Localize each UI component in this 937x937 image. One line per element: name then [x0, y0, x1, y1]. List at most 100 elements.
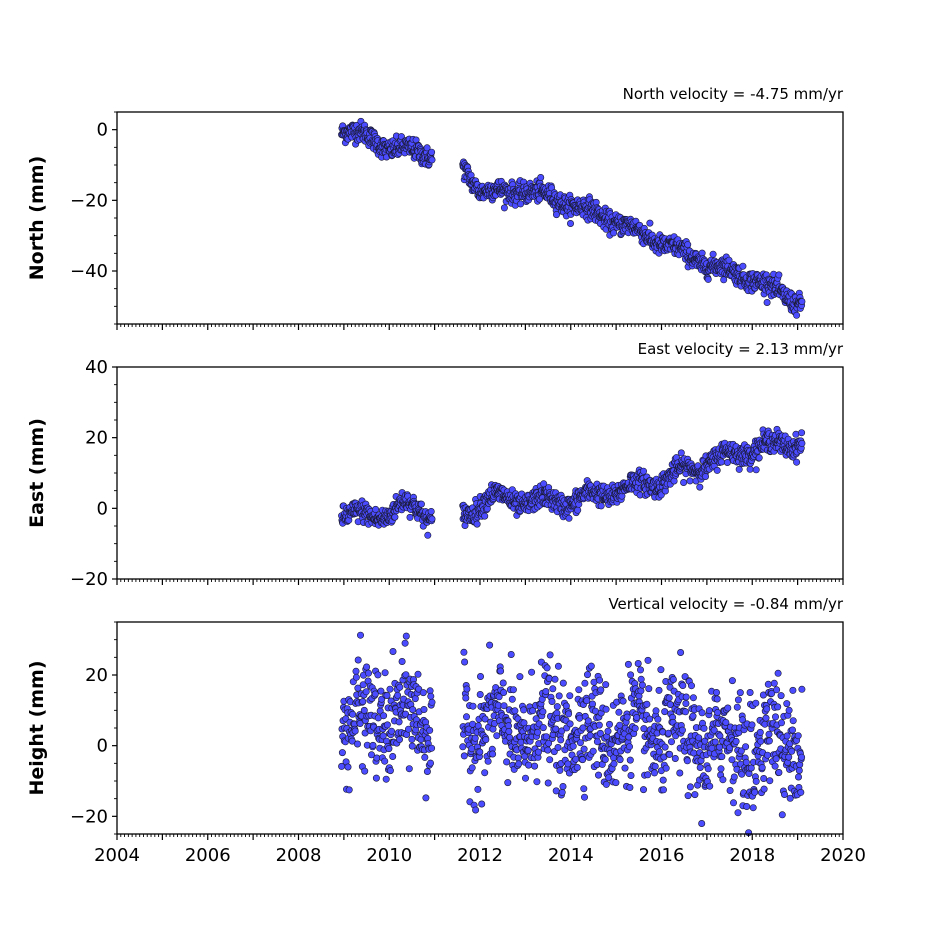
height-data-point [542, 733, 550, 741]
east-data-point [680, 478, 688, 486]
height-data-point [763, 751, 771, 759]
height-data-point [559, 782, 567, 790]
height-data-point [605, 720, 613, 728]
height-data-point [789, 717, 797, 725]
north-y-ticks: 0 −20 −40 [70, 111, 117, 325]
height-data-point [484, 757, 492, 765]
height-data-point [770, 679, 778, 687]
height-data-point [643, 700, 651, 708]
height-data-point [401, 639, 409, 647]
north-plot-frame [116, 111, 844, 325]
height-data-point [546, 756, 554, 764]
height-data-point [798, 753, 806, 761]
height-data-point [381, 669, 389, 677]
height-data-point [763, 705, 771, 713]
height-x-tick-label: 2020 [820, 845, 866, 866]
height-data-point [468, 764, 476, 772]
north-data-point [684, 241, 692, 249]
height-data-point [794, 732, 802, 740]
height-y-tick-label: 20 [85, 665, 108, 686]
height-data-point [517, 738, 525, 746]
height-data-point [602, 705, 610, 713]
north-panel: 0 −20 −40 North velocity = -4.75 mm/yr Nor… [26, 85, 844, 330]
height-x-tick-label: 2004 [94, 845, 140, 866]
north-data-point [500, 204, 508, 212]
north-data-point [566, 220, 574, 228]
height-data-point [596, 676, 604, 684]
height-data-point [408, 735, 416, 743]
height-data-point [575, 686, 583, 694]
height-data-point [405, 765, 413, 773]
height-data-point [730, 773, 738, 781]
east-data-point [713, 466, 721, 474]
height-panel: 200−20 2004 2006 2008 2010 2012 2014 2016 2018 2… [26, 595, 866, 866]
height-data-point [520, 706, 528, 714]
height-data-point [625, 743, 633, 751]
height-data-point [637, 675, 645, 683]
height-data-point [637, 687, 645, 695]
height-data-point [798, 685, 806, 693]
east-data-point [473, 520, 481, 528]
height-data-point [752, 777, 760, 785]
height-x-tick-label: 2008 [276, 845, 322, 866]
north-data-point [698, 249, 706, 257]
height-data-point [789, 686, 797, 694]
height-data-point [646, 715, 654, 723]
height-data-point [380, 712, 388, 720]
east-data-point [597, 502, 605, 510]
east-data-point [717, 458, 725, 466]
height-data-point [655, 748, 663, 756]
height-data-point [469, 702, 477, 710]
height-data-point [539, 708, 547, 716]
east-y-tick-label: 40 [85, 357, 108, 378]
height-data-point [389, 752, 397, 760]
height-data-point [587, 662, 595, 670]
height-data-point [422, 794, 430, 802]
height-data-point [683, 757, 691, 765]
height-data-point [524, 746, 532, 754]
height-data-point [476, 672, 484, 680]
north-velocity-title: North velocity = -4.75 mm/yr [623, 85, 844, 103]
height-data-point [595, 721, 603, 729]
height-data-point [765, 737, 773, 745]
height-data-point [757, 737, 765, 745]
height-data-point [667, 738, 675, 746]
height-data-point [542, 687, 550, 695]
height-data-point [650, 769, 658, 777]
height-data-point [504, 779, 512, 787]
height-x-tick-label: 2006 [185, 845, 231, 866]
height-data-point [652, 707, 660, 715]
height-data-point [423, 767, 431, 775]
height-data-point [546, 651, 554, 659]
height-data-point [610, 760, 618, 768]
height-data-point [654, 715, 662, 723]
height-data-point [760, 785, 768, 793]
height-data-point [638, 681, 646, 689]
height-data-point [387, 727, 395, 735]
height-data-point [420, 705, 428, 713]
height-data-point [583, 671, 591, 679]
height-data-point [736, 689, 744, 697]
height-data-point [639, 786, 647, 794]
height-data-point [597, 686, 605, 694]
height-data-point [507, 650, 515, 658]
height-data-point [476, 690, 484, 698]
height-data-point [794, 773, 802, 781]
height-data-point [645, 685, 653, 693]
height-data-point [352, 673, 360, 681]
height-data-point [777, 692, 785, 700]
height-data-point [766, 777, 774, 785]
height-data-point [419, 689, 427, 697]
height-data-point [409, 706, 417, 714]
height-data-point [389, 647, 397, 655]
height-data-point [783, 700, 791, 708]
east-data-point [793, 458, 801, 466]
height-data-point [459, 743, 467, 751]
height-data-point [616, 721, 624, 729]
height-data-point [539, 724, 547, 732]
height-data-point [554, 743, 562, 751]
east-data-point [670, 477, 678, 485]
north-data-point [798, 297, 806, 305]
height-data-point [773, 686, 781, 694]
height-data-point [544, 779, 552, 787]
